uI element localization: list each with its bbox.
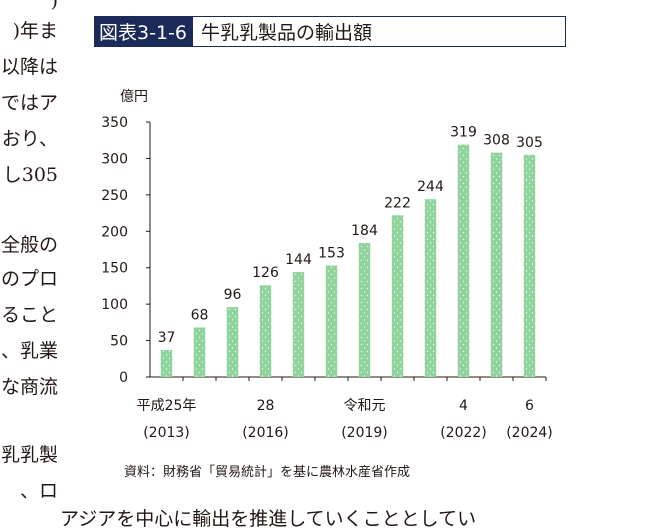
figure-source: 資料：財務省「貿易統計」を基に農林水産省作成: [124, 465, 411, 480]
y-tick-label: 100: [101, 297, 128, 313]
body-text-line: ること: [0, 304, 58, 326]
bar-value-label: 144: [285, 252, 312, 268]
bar-value-label: 153: [318, 246, 345, 262]
bar-2023: [490, 152, 503, 377]
body-text-line: 、乳業: [0, 340, 58, 362]
figure-label: 図表3-1-6: [95, 17, 193, 46]
bar-2014: [193, 327, 206, 377]
bar-2022: [457, 144, 470, 377]
x-label-era: 平成25年: [137, 398, 197, 414]
bar-2015: [226, 307, 239, 377]
y-tick-label: 250: [101, 188, 128, 204]
body-text-line: 、ロ: [19, 480, 58, 502]
body-text-line: ): [50, 0, 58, 12]
body-text-line: おり、: [1, 128, 58, 150]
bar-value-label: 126: [252, 265, 279, 281]
bar-value-label: 244: [417, 179, 444, 195]
body-text-line: アジアを中心に輸出を推進していくこととしてい: [60, 508, 477, 530]
body-text-line: し305: [2, 164, 58, 186]
x-label-year: (2013): [143, 425, 190, 441]
bar-2021: [424, 199, 437, 377]
y-tick-label: 0: [119, 370, 128, 386]
bar-value-label: 96: [224, 287, 242, 303]
y-tick-label: 350: [101, 115, 128, 131]
body-text-line: ではア: [0, 92, 58, 114]
bar-2017: [292, 272, 305, 377]
bar-value-label: 68: [191, 307, 209, 323]
x-label-year: (2022): [440, 425, 487, 441]
bar-value-label: 308: [483, 133, 510, 149]
y-tick-label: 150: [101, 261, 128, 277]
y-axis-unit: 億円: [120, 89, 148, 105]
bar-value-label: 184: [351, 223, 378, 239]
body-text-line: 乳乳製: [0, 444, 58, 466]
bar-2013: [160, 350, 173, 377]
body-text-line: な商流: [0, 376, 58, 398]
bar-value-label: 222: [384, 195, 411, 211]
bar-2018: [325, 265, 338, 377]
bar-value-label: 319: [450, 125, 477, 141]
y-tick-label: 50: [110, 334, 128, 350]
y-tick-label: 200: [101, 224, 128, 240]
x-label-era: 4: [459, 398, 468, 414]
bar-2019: [358, 242, 371, 377]
bar-2020: [391, 215, 404, 377]
body-text-line: 全般の: [0, 234, 58, 256]
figure-title: 図表3-1-6 牛乳乳製品の輸出額: [94, 16, 566, 47]
body-text-line: のプロ: [0, 268, 58, 290]
x-label-year: (2016): [242, 425, 289, 441]
x-label-era: 令和元: [344, 398, 386, 414]
x-label-year: (2019): [341, 425, 388, 441]
y-tick-label: 300: [101, 151, 128, 167]
x-label-era: 6: [525, 398, 534, 414]
bar-2016: [259, 285, 272, 377]
x-label-year: (2024): [506, 425, 553, 441]
figure-name: 牛乳乳製品の輸出額: [200, 22, 372, 44]
body-text-line: 以降は: [0, 56, 58, 78]
x-label-era: 28: [257, 398, 275, 414]
bar-value-label: 37: [158, 330, 176, 346]
bar-2024: [523, 154, 536, 377]
body-text-line: )年ま: [12, 20, 58, 42]
body-text-column: ) )年ま以降はではアおり、し305 全般ののプロること、乳業な商流乳乳製、ロ: [0, 0, 64, 522]
bar-value-label: 305: [516, 135, 543, 151]
